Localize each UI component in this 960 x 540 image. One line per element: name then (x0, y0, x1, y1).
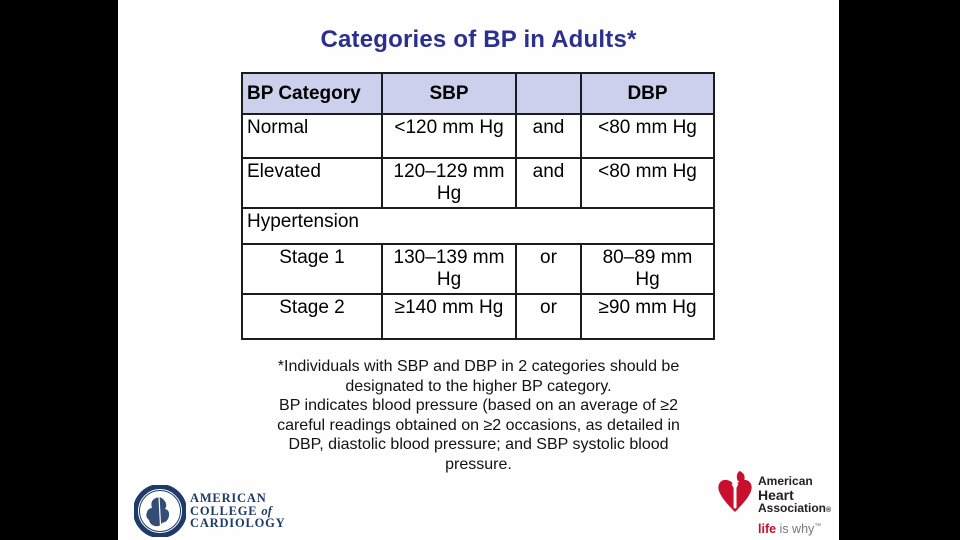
acc-of-word: of (261, 503, 273, 518)
aha-heart-torch-icon (718, 471, 752, 512)
footnote-line: BP indicates blood pressure (based on an… (279, 397, 678, 414)
aha-text-line2: Heart (758, 486, 794, 503)
footnote-text: *Individuals with SBP and DBP in 2 categ… (118, 357, 839, 474)
acc-text-line2: COLLEGE of (190, 503, 273, 518)
table-row: Stage 2 ≥140 mm Hg or ≥90 mm Hg (241, 293, 715, 340)
cell-sbp-stage1: 130–139 mm Hg (381, 243, 517, 295)
trademark-mark: ™ (814, 522, 822, 530)
footnote-line: DBP, diastolic blood pressure; and SBP s… (288, 436, 669, 453)
header-sbp: SBP (381, 72, 517, 115)
cell-dbp-normal: <80 mm Hg (580, 113, 715, 159)
footnote-line: pressure. (445, 455, 512, 473)
acc-text-line3: CARDIOLOGY (190, 516, 286, 531)
table-row: Elevated 120–129 mm Hg and <80 mm Hg (241, 157, 715, 209)
table-header-row: BP Category SBP DBP (241, 72, 715, 115)
cell-sbp-stage2: ≥140 mm Hg (381, 293, 517, 340)
footnote-line: designated to the higher BP category. (345, 377, 612, 395)
cell-connector-elevated: and (515, 157, 582, 209)
cell-dbp-stage1: 80–89 mm Hg (580, 243, 715, 295)
cell-sbp-normal: <120 mm Hg (381, 113, 517, 159)
cell-connector-stage1: or (515, 243, 582, 295)
cell-category-elevated: Elevated (241, 157, 383, 209)
acc-logo: AMERICAN COLLEGE of CARDIOLOGY (134, 485, 286, 537)
aha-logo: American Heart Association® life is why™ (715, 469, 839, 537)
presentation-slide: Categories of BP in Adults* BP Category … (118, 0, 839, 540)
footnote-line: *Individuals with SBP and DBP in 2 categ… (277, 358, 680, 375)
cell-connector-stage2: or (515, 293, 582, 340)
tagline-rest: is why (776, 522, 815, 536)
registered-mark: ® (826, 507, 832, 514)
aha-text-line1: American (758, 474, 813, 488)
table-row: Hypertension (241, 207, 715, 245)
footnote-line: careful readings obtained on ≥2 occasion… (277, 416, 680, 434)
table-row: Normal <120 mm Hg and <80 mm Hg (241, 113, 715, 159)
aha-logo-text: American Heart Association® (758, 474, 832, 518)
cell-category-stage2: Stage 2 (241, 293, 383, 340)
tagline-life-word: life (758, 522, 777, 536)
acc-emblem-icon (134, 485, 186, 537)
slide-title: Categories of BP in Adults* (320, 26, 637, 53)
cell-dbp-elevated: <80 mm Hg (580, 157, 715, 209)
acc-logo-text: AMERICAN COLLEGE of CARDIOLOGY (190, 492, 286, 530)
acc-text-line1: AMERICAN (190, 491, 267, 506)
header-connector (515, 72, 582, 115)
cell-category-stage1: Stage 1 (241, 243, 383, 295)
aha-tagline: life is why™ (758, 522, 821, 536)
header-dbp: DBP (580, 72, 715, 115)
bp-categories-table: BP Category SBP DBP Normal <120 mm Hg an… (241, 72, 715, 340)
aha-text-line3: Association® (758, 501, 832, 515)
cell-category-hypertension: Hypertension (241, 207, 715, 245)
cell-connector-normal: and (515, 113, 582, 159)
cell-category-normal: Normal (241, 113, 383, 159)
table-row: Stage 1 130–139 mm Hg or 80–89 mm Hg (241, 243, 715, 295)
cell-dbp-stage2: ≥90 mm Hg (580, 293, 715, 340)
cell-sbp-elevated: 120–129 mm Hg (381, 157, 517, 209)
header-bp-category: BP Category (241, 72, 383, 115)
